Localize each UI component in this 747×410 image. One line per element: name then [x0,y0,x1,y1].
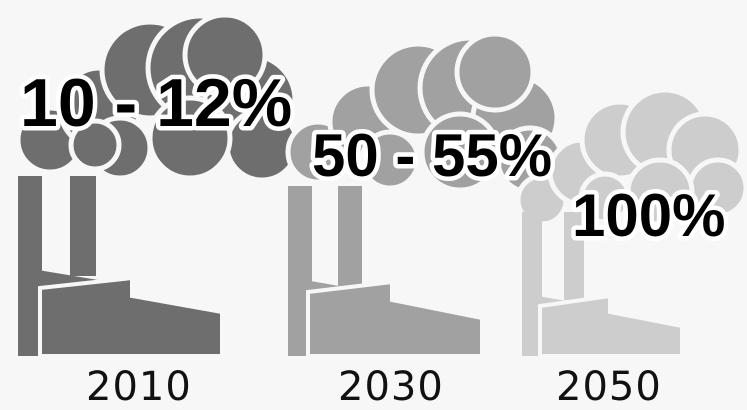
panel-2030 [285,31,565,358]
factory-icon [18,176,224,358]
smoke-cloud-icon [15,12,300,183]
smoke-cloud-icon [285,31,565,195]
year-label-2050: 2050 [556,364,662,410]
smoke-cloud-icon [515,87,747,227]
percentage-label-2010: 10 - 12% [20,65,292,141]
percentage-label-2050: 100% [572,182,725,249]
panel-2050 [515,87,747,358]
panel-2010 [15,12,300,358]
percentage-label-2030: 50 - 55% [312,122,552,189]
factory-icon [522,212,684,358]
year-label-2010: 2010 [86,364,192,410]
year-label-2030: 2030 [338,364,444,410]
factory-icon [288,186,484,358]
